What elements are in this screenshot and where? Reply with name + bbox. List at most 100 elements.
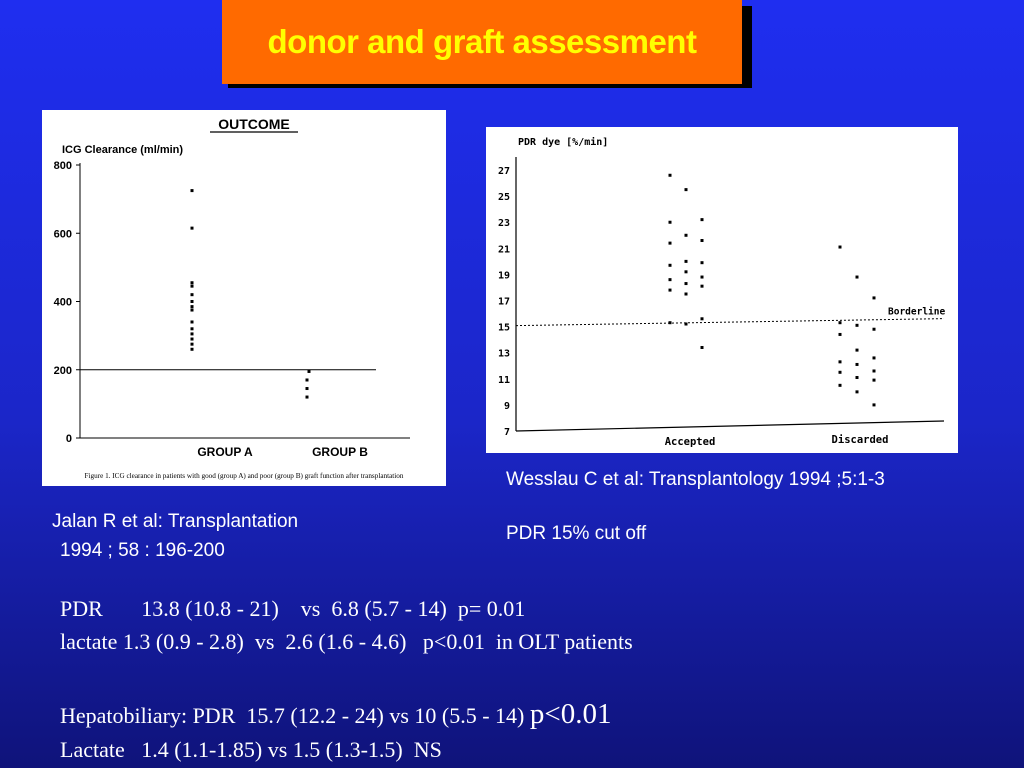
data-point — [668, 321, 672, 325]
pdr-cutoff-note: PDR 15% cut off — [506, 523, 647, 544]
data-point — [668, 263, 672, 267]
figure-caption: Figure 1. ICG clearance in patients with… — [85, 472, 404, 480]
x-category-label: Accepted — [665, 436, 716, 448]
x-category-label: GROUP A — [197, 445, 253, 459]
data-point — [190, 300, 194, 303]
x-category-label: Discarded — [832, 434, 889, 446]
data-point — [855, 323, 859, 327]
data-point — [855, 362, 859, 366]
data-point — [684, 233, 688, 237]
data-point — [872, 378, 876, 382]
slide-title: donor and graft assessment — [267, 23, 697, 60]
data-point — [838, 360, 842, 364]
title-box: donor and graft assessment — [222, 0, 742, 84]
y-tick-label: 9 — [504, 401, 510, 412]
data-point — [305, 395, 309, 399]
data-point — [700, 275, 704, 279]
data-point — [190, 308, 194, 312]
data-point — [190, 305, 194, 309]
borderline-label: Borderline — [888, 307, 945, 318]
y-tick-label: 23 — [498, 218, 510, 229]
data-point — [684, 270, 688, 274]
data-point — [190, 281, 194, 285]
data-point — [700, 345, 704, 349]
stat-hepatobiliary-main: Hepatobiliary: PDR 15.7 (12.2 - 24) vs 1… — [60, 703, 530, 728]
y-tick-label: 15 — [498, 323, 510, 334]
y-tick-label: 800 — [54, 160, 72, 172]
data-point — [838, 332, 842, 336]
x-axis-line — [515, 420, 945, 432]
y-tick-label: 11 — [498, 375, 510, 386]
data-point — [684, 188, 688, 192]
y-tick-label: 21 — [498, 244, 510, 255]
data-point — [190, 337, 194, 341]
data-point — [305, 378, 309, 382]
data-point — [190, 293, 194, 297]
data-point — [684, 322, 688, 326]
data-point — [700, 218, 704, 222]
y-axis-label: ICG Clearance (ml/min) — [62, 144, 183, 156]
data-point — [190, 320, 194, 324]
stat-pdr: PDR 13.8 (10.8 - 21) vs 6.8 (5.7 - 14) p… — [60, 596, 526, 621]
data-point — [684, 282, 688, 286]
data-point — [190, 284, 194, 288]
stat-hepatobiliary-p: p<0.01 — [529, 698, 612, 730]
data-point — [872, 296, 876, 300]
y-axis-label: PDR dye [%/min] — [518, 136, 608, 148]
y-tick-label: 25 — [498, 192, 510, 203]
data-point — [668, 173, 672, 177]
data-point — [855, 348, 859, 352]
data-point — [838, 321, 842, 325]
citation-wesslau: Wesslau C et al: Transplantology 1994 ;5… — [506, 469, 885, 490]
data-point — [190, 332, 194, 336]
x-category-label: GROUP B — [312, 445, 368, 459]
data-point — [872, 403, 876, 407]
stat-hepatobiliary: Hepatobiliary: PDR 15.7 (12.2 - 24) vs 1… — [60, 698, 612, 731]
data-point — [855, 390, 859, 394]
y-tick-label: 19 — [498, 270, 510, 281]
data-point — [838, 383, 842, 387]
stat-lactate: lactate 1.3 (0.9 - 2.8) vs 2.6 (1.6 - 4.… — [60, 629, 633, 654]
reference-line — [515, 318, 945, 327]
citation-jalan-line2: 1994 ; 58 : 196-200 — [60, 540, 225, 561]
data-point — [855, 275, 859, 279]
stat-lactate-hepatobiliary: Lactate 1.4 (1.1-1.85) vs 1.5 (1.3-1.5) … — [60, 737, 442, 762]
data-point — [838, 370, 842, 374]
citation-jalan-line1: Jalan R et al: Transplantation — [52, 511, 299, 532]
pdr-dye-chart: PDR dye [%/min] Borderline 7 9 11 13 15 17 19 2… — [498, 136, 946, 448]
data-point — [190, 342, 194, 346]
y-tick-label: 200 — [54, 365, 72, 377]
chart-title: OUTCOME — [218, 116, 290, 132]
y-tick-label: 0 — [66, 433, 72, 445]
data-point — [700, 317, 704, 321]
data-point — [190, 226, 194, 230]
data-point — [668, 220, 672, 224]
y-tick-label: 13 — [498, 349, 510, 360]
data-point — [872, 327, 876, 331]
data-point — [700, 261, 704, 265]
icg-clearance-chart: OUTCOME ICG Clearance (ml/min) 0 200 400 60… — [54, 116, 410, 480]
y-tick-label: 600 — [54, 228, 72, 240]
data-point — [668, 241, 672, 245]
data-point — [684, 292, 688, 296]
data-point — [700, 239, 704, 243]
data-point — [190, 347, 194, 351]
data-point — [668, 288, 672, 292]
icg-chart-panel: OUTCOME ICG Clearance (ml/min) 0 200 400 60… — [42, 110, 446, 486]
data-point — [305, 387, 309, 391]
data-point — [684, 259, 688, 263]
data-point — [307, 369, 311, 373]
data-point — [855, 376, 859, 380]
y-tick-label: 7 — [504, 427, 510, 438]
data-point — [872, 356, 876, 360]
pdr-chart-panel: PDR dye [%/min] Borderline 7 9 11 13 15 17 19 2… — [486, 127, 958, 453]
data-point — [700, 284, 704, 288]
data-point — [872, 369, 876, 373]
y-tick-label: 27 — [498, 166, 510, 177]
data-point — [190, 189, 194, 193]
data-point — [668, 278, 672, 282]
data-point — [190, 327, 194, 331]
data-point — [838, 245, 842, 249]
y-tick-label: 400 — [54, 297, 72, 309]
y-tick-label: 17 — [498, 297, 510, 308]
